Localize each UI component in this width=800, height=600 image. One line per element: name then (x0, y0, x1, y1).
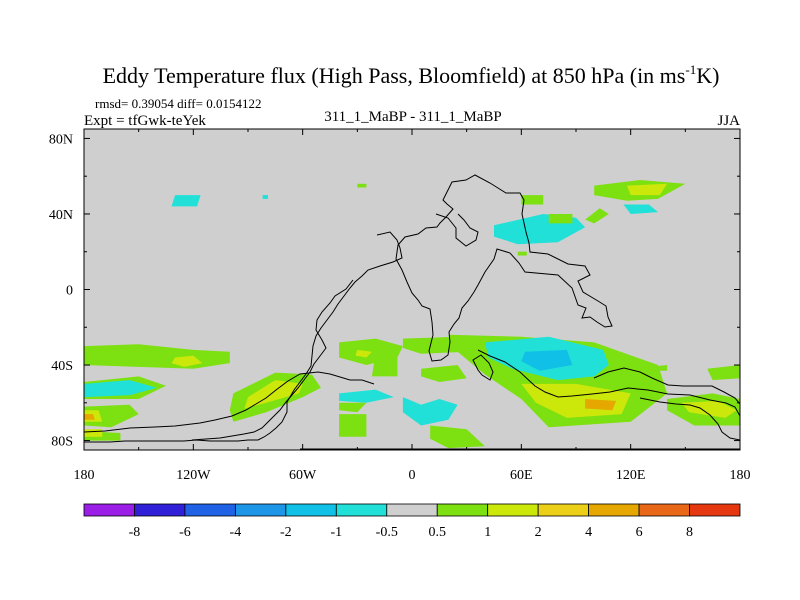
contour-region-38 (548, 214, 573, 224)
x-tick-label: 120W (176, 468, 211, 483)
colorbar-label: 2 (535, 525, 542, 540)
contour-region-37 (521, 195, 544, 205)
colorbar-swatch-11 (638, 503, 690, 517)
contour-region-16 (402, 397, 458, 426)
colorbar-label: 0.5 (428, 525, 446, 540)
contour-region-18 (430, 425, 485, 449)
colorbar-label: 6 (636, 525, 643, 540)
coastline-antarctic-peninsula (84, 371, 375, 433)
x-tick-label: 120E (616, 468, 646, 483)
colorbar-swatch-0 (83, 503, 135, 517)
colorbar-label: -8 (129, 525, 141, 540)
colorbar-label: -0.5 (376, 525, 398, 540)
colorbar-swatch-5 (335, 503, 388, 517)
contour-region-11 (371, 353, 398, 377)
y-tick-label: 40N (49, 208, 73, 223)
contour-region-27 (648, 365, 668, 371)
coastline-madagascar (472, 354, 494, 381)
contour-region-33 (585, 208, 609, 224)
contour-region-17 (339, 414, 367, 437)
contour-region-40 (357, 183, 367, 188)
contour-region-36 (623, 204, 658, 214)
contour-region-25 (681, 400, 737, 418)
coastline-outline (84, 174, 740, 450)
contour-region-3 (84, 380, 157, 398)
expt-text: Expt = tfGwk-teYek (84, 113, 206, 129)
contour-region-8 (244, 380, 303, 409)
coastline-indian-ocean (477, 349, 740, 417)
x-tick-label: 180 (730, 468, 751, 483)
colorbar-label: -2 (280, 525, 292, 540)
colorbar-swatch-7 (436, 503, 489, 517)
contour-region-13 (421, 365, 467, 382)
colorbar-label: -6 (179, 525, 191, 540)
colorbar-swatch-1 (134, 503, 186, 517)
contour-region-29 (84, 429, 103, 437)
stats-text: rmsd= 0.39054 diff= 0.0154122 (95, 96, 261, 111)
colorbar-label: 8 (686, 525, 693, 540)
chart-title-end: K) (696, 63, 719, 88)
colorbar-label: 1 (484, 525, 491, 540)
colorbar-swatch-8 (487, 503, 539, 517)
coastline-africa-arabia (395, 174, 613, 362)
contour-region-23 (521, 349, 573, 371)
coastline-south-america (84, 231, 403, 443)
colorbar-label: 4 (585, 525, 592, 540)
contour-region-39 (517, 251, 527, 256)
contour-region-21 (585, 399, 617, 411)
coastline-south-america-east (191, 279, 354, 441)
x-tick-label: 60E (510, 468, 533, 483)
coastline-australia (593, 367, 740, 441)
colorbar-swatch-3 (234, 503, 287, 517)
y-tick-label: 80S (51, 435, 73, 450)
colorbar-swatch-6 (386, 503, 438, 517)
chart-title-superscript: -1 (685, 62, 696, 77)
colorbar-swatch-10 (588, 503, 640, 517)
colorbar: -8 -6 -4 -2 -1 -0.5 0.5 1 2 4 6 8 (83, 503, 741, 540)
coastline-north-greenland (435, 213, 479, 247)
colorbar-label: -4 (230, 525, 242, 540)
contour-region-35 (627, 183, 668, 196)
y-tick-label: 80N (49, 132, 73, 147)
colorbar-swatch-2 (184, 503, 236, 517)
contour-region-1 (171, 355, 203, 367)
x-tick-label: 60W (289, 468, 317, 483)
colorbar-label: -1 (330, 525, 342, 540)
y-tick-label: 0 (66, 284, 73, 299)
x-tick-label: 0 (409, 468, 416, 483)
chart-title-main: Eddy Temperature flux (High Pass, Bloomf… (103, 63, 686, 88)
contour-region-31 (262, 195, 268, 199)
plot-axes: 180 120W 60W 0 60E 120E 180 80N 40N 0 40S 80S (49, 129, 751, 483)
contour-region-15 (339, 389, 394, 403)
chart-title: Eddy Temperature flux (High Pass, Bloomf… (103, 62, 720, 88)
contour-region-10 (355, 349, 372, 358)
season-label: JJA (717, 113, 740, 129)
experiment-label: 311_1_MaBP - 311_1_MaBP (324, 109, 502, 125)
x-tick-label: 180 (74, 468, 95, 483)
colorbar-swatch-9 (537, 503, 590, 517)
y-tick-label: 40S (51, 359, 73, 374)
contour-region-30 (171, 195, 201, 207)
colorbar-swatch-4 (285, 503, 337, 517)
contour-region-14 (339, 402, 367, 413)
contour-region-26 (707, 365, 740, 381)
contour-region-6 (84, 414, 95, 420)
colorbar-swatch-12 (689, 503, 741, 517)
